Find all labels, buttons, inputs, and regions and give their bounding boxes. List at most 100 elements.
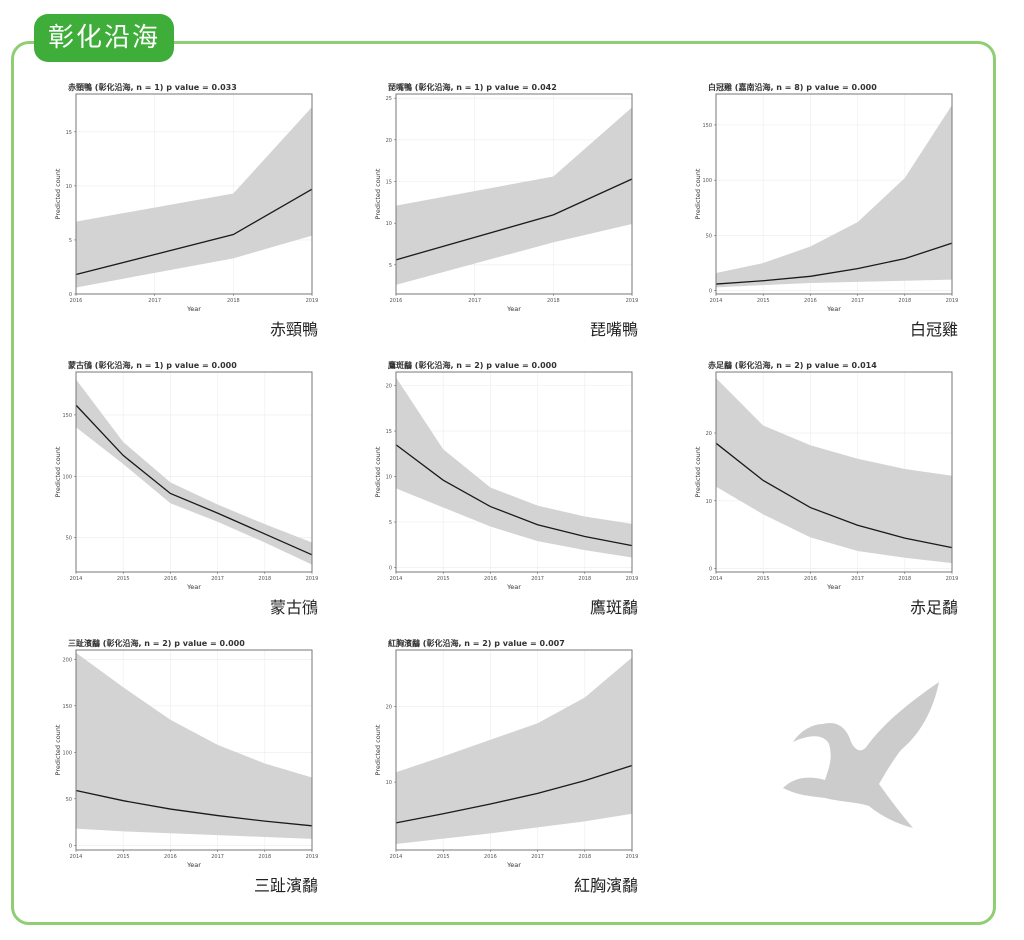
x-axis-label: Year xyxy=(186,583,201,591)
y-axis-label: Predicted count xyxy=(694,168,702,219)
y-axis-label: Predicted count xyxy=(54,724,62,775)
trend-panel: 赤頸鴨 (彰化沿海, n = 1) p value = 0.033 2016 201… xyxy=(50,82,320,314)
x-tick-label: 2014 xyxy=(70,854,83,860)
species-name: 赤頸鴨 xyxy=(269,320,318,339)
trend-line xyxy=(715,442,953,549)
trend-line xyxy=(715,242,953,285)
y-axis-label: Predicted count xyxy=(374,446,382,497)
y-tick-label: 10 xyxy=(706,499,712,505)
y-tick-label: 10 xyxy=(66,184,72,190)
plot-border xyxy=(395,93,633,295)
x-axis-label: Year xyxy=(826,305,841,313)
x-tick-label: 2019 xyxy=(626,576,639,582)
y-tick-label: 20 xyxy=(386,384,392,390)
x-tick-label: 2014 xyxy=(390,576,403,582)
x-tick-label: 2016 xyxy=(804,298,817,304)
y-tick-label: 15 xyxy=(66,130,72,136)
confidence-band xyxy=(396,107,632,285)
trend-panel: 琵嘴鴨 (彰化沿海, n = 1) p value = 0.042 2016 201… xyxy=(370,82,640,314)
x-tick-label: 2019 xyxy=(626,854,639,860)
x-tick-label: 2019 xyxy=(946,298,959,304)
region-tab: 彰化沿海 xyxy=(34,14,175,62)
x-axis-label: Year xyxy=(186,861,201,869)
x-tick-label: 2016 xyxy=(390,298,403,304)
species-name: 琵嘴鴨 xyxy=(589,320,638,339)
x-tick-label: 2018 xyxy=(578,576,591,582)
x-axis-label: Year xyxy=(826,583,841,591)
trend-panel: 三趾濱鷸 (彰化沿海, n = 2) p value = 0.000 2014 20… xyxy=(50,638,320,870)
confidence-band xyxy=(76,379,312,565)
y-tick-label: 20 xyxy=(386,138,392,144)
species-name: 紅胸濱鷸 xyxy=(573,876,638,895)
x-tick-label: 2014 xyxy=(70,576,83,582)
y-tick-label: 5 xyxy=(389,520,392,526)
x-tick-label: 2017 xyxy=(211,576,224,582)
y-tick-label: 10 xyxy=(386,475,392,481)
x-axis-label: Year xyxy=(186,305,201,313)
x-tick-label: 2014 xyxy=(710,298,723,304)
trend-panel: 赤足鷸 (彰化沿海, n = 2) p value = 0.014 2014 201… xyxy=(690,360,960,592)
chart-title: 紅胸濱鷸 (彰化沿海, n = 2) p value = 0.007 xyxy=(388,638,565,648)
x-tick-label: 2015 xyxy=(757,576,770,582)
trend-chart: 蒙古鴴 (彰化沿海, n = 1) p value = 0.000 2014 201… xyxy=(54,360,318,591)
trend-chart: 三趾濱鷸 (彰化沿海, n = 2) p value = 0.000 2014 20… xyxy=(54,638,319,869)
confidence-band xyxy=(716,105,952,288)
x-tick-label: 2016 xyxy=(164,854,177,860)
x-tick-label: 2017 xyxy=(211,854,224,860)
x-tick-label: 2019 xyxy=(306,298,319,304)
y-tick-label: 50 xyxy=(66,536,72,542)
y-tick-label: 0 xyxy=(709,289,712,295)
x-tick-label: 2018 xyxy=(547,298,560,304)
y-tick-label: 50 xyxy=(706,233,712,239)
plot-border xyxy=(75,371,313,573)
confidence-band xyxy=(716,378,952,564)
x-tick-label: 2017 xyxy=(531,576,544,582)
species-name: 三趾濱鷸 xyxy=(253,876,318,895)
x-tick-label: 2015 xyxy=(757,298,770,304)
x-tick-label: 2015 xyxy=(437,576,450,582)
species-name: 蒙古鴴 xyxy=(269,598,318,617)
y-axis-label: Predicted count xyxy=(374,168,382,219)
y-tick-label: 100 xyxy=(62,474,72,480)
confidence-band xyxy=(76,106,312,288)
y-axis-label: Predicted count xyxy=(54,446,62,497)
y-tick-label: 200 xyxy=(62,657,72,663)
x-tick-label: 2016 xyxy=(484,854,497,860)
x-tick-label: 2017 xyxy=(851,576,864,582)
x-tick-label: 2019 xyxy=(626,298,639,304)
chart-title: 赤足鷸 (彰化沿海, n = 2) p value = 0.014 xyxy=(708,360,877,370)
y-axis-label: Predicted count xyxy=(54,168,62,219)
plot-border xyxy=(75,93,313,295)
x-tick-label: 2019 xyxy=(946,576,959,582)
x-tick-label: 2018 xyxy=(578,854,591,860)
y-tick-label: 0 xyxy=(389,565,392,571)
x-tick-label: 2017 xyxy=(851,298,864,304)
trend-chart: 白冠雞 (嘉南沿海, n = 8) p value = 0.000 2014 201… xyxy=(694,82,959,313)
y-tick-label: 150 xyxy=(62,413,72,419)
x-tick-label: 2016 xyxy=(804,576,817,582)
y-tick-label: 10 xyxy=(386,221,392,227)
y-tick-label: 50 xyxy=(66,797,72,803)
y-tick-label: 100 xyxy=(702,178,712,184)
x-tick-label: 2014 xyxy=(710,576,723,582)
trend-line xyxy=(395,764,633,824)
bird-silhouette-icon xyxy=(783,682,939,828)
trend-chart: 赤頸鴨 (彰化沿海, n = 1) p value = 0.033 2016 201… xyxy=(54,82,319,313)
plot-border xyxy=(395,371,633,573)
trend-line xyxy=(75,789,313,827)
trend-chart: 紅胸濱鷸 (彰化沿海, n = 2) p value = 0.007 2014 20… xyxy=(374,638,639,869)
x-tick-label: 2018 xyxy=(258,576,271,582)
x-tick-label: 2019 xyxy=(306,854,319,860)
trend-chart: 赤足鷸 (彰化沿海, n = 2) p value = 0.014 2014 201… xyxy=(694,360,959,591)
x-tick-label: 2016 xyxy=(70,298,83,304)
chart-title: 三趾濱鷸 (彰化沿海, n = 2) p value = 0.000 xyxy=(68,638,245,648)
y-tick-label: 5 xyxy=(69,238,72,244)
y-tick-label: 20 xyxy=(386,705,392,711)
trend-panel: 蒙古鴴 (彰化沿海, n = 1) p value = 0.000 2014 201… xyxy=(50,360,320,592)
x-axis-label: Year xyxy=(506,305,521,313)
x-tick-label: 2016 xyxy=(164,576,177,582)
confidence-band xyxy=(396,657,632,844)
species-name: 赤足鷸 xyxy=(909,598,958,617)
species-name: 白冠雞 xyxy=(909,320,958,339)
